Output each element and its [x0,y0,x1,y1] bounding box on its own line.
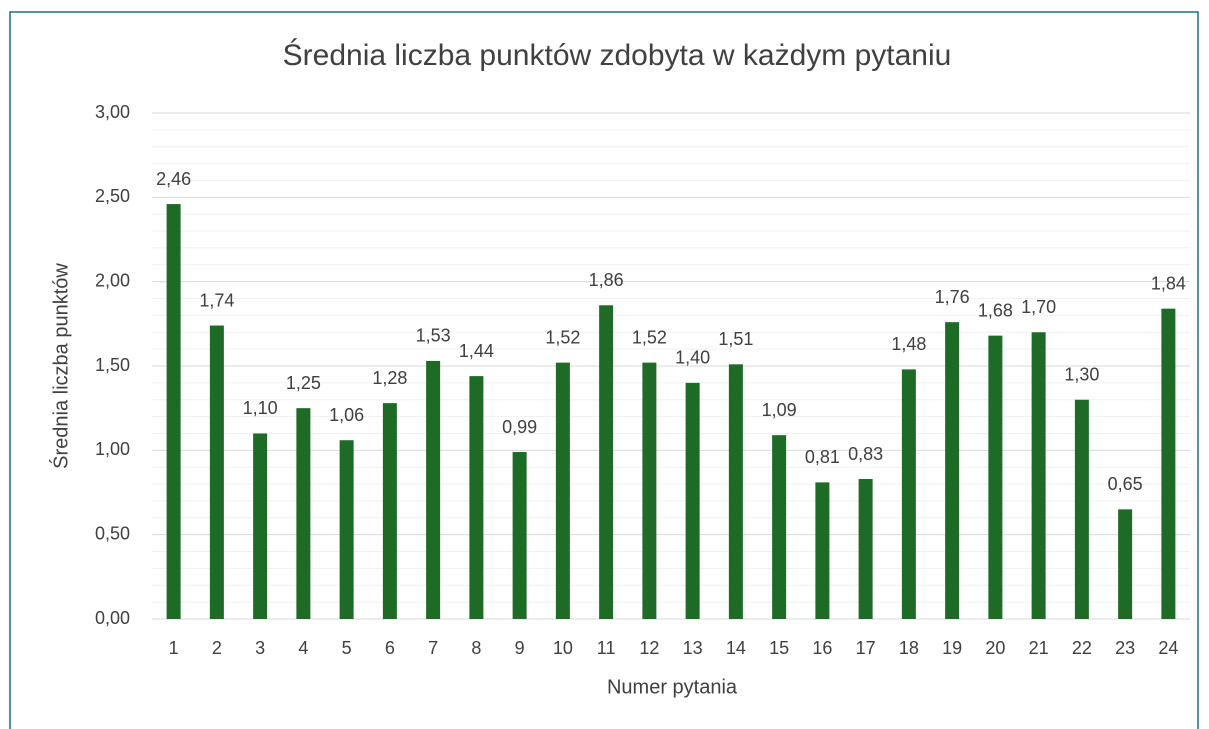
y-tick-label: 0,00 [95,608,130,628]
x-tick-label: 3 [255,638,265,658]
bar [988,335,1003,619]
data-label: 1,86 [589,270,624,290]
bar [772,435,787,619]
data-label: 1,68 [978,300,1013,320]
data-label: 1,53 [416,326,451,346]
x-tick-label: 24 [1158,638,1178,658]
x-tick-label: 17 [856,638,876,658]
bar [426,360,441,619]
y-tick-label: 1,50 [95,355,130,375]
x-tick-label: 16 [812,638,832,658]
bar [512,452,527,619]
bar [945,322,960,619]
data-label: 1,28 [372,368,407,388]
y-tick-label: 2,50 [95,186,130,206]
data-label: 1,06 [329,405,364,425]
bar [469,376,484,619]
x-tick-label: 6 [385,638,395,658]
data-label: 1,84 [1151,273,1186,293]
bar [339,440,354,619]
bar [209,325,224,619]
y-axis-title: Średnia liczba punktów [48,263,72,469]
x-tick-label: 22 [1072,638,1092,658]
x-tick-label: 12 [639,638,659,658]
x-tick-label: 13 [683,638,703,658]
x-tick-label: 2 [212,638,222,658]
data-label: 0,65 [1108,474,1143,494]
data-label: 1,30 [1064,364,1099,384]
data-label: 1,52 [545,327,580,347]
y-tick-label: 2,00 [95,270,130,290]
bar [253,433,268,619]
data-label: 1,76 [935,287,970,307]
x-tick-label: 11 [597,638,616,658]
data-label: 0,83 [848,444,883,464]
bar [1118,509,1133,619]
x-tick-label: 15 [769,638,789,658]
x-tick-label: 5 [342,638,352,658]
bar [166,204,181,619]
data-label: 1,10 [243,398,278,418]
y-tick-label: 1,00 [95,439,130,459]
data-label: 1,48 [891,334,926,354]
bar [1074,399,1089,619]
bar [815,482,830,619]
y-tick-label: 0,50 [95,523,130,543]
x-tick-label: 7 [428,638,438,658]
data-label: 1,74 [199,290,234,310]
x-axis-title: Numer pytania [607,676,738,698]
data-label: 1,70 [1021,297,1056,317]
bar [1031,332,1046,619]
x-tick-label: 10 [553,638,573,658]
x-tick-label: 23 [1115,638,1135,658]
chart-title: Średnia liczba punktów zdobyta w każdym … [283,38,952,72]
bar [728,364,743,619]
data-label: 1,40 [675,348,710,368]
data-label: 1,52 [632,327,667,347]
data-label: 0,99 [502,417,537,437]
data-label: 1,09 [762,400,797,420]
y-tick-label: 3,00 [95,102,130,122]
bar [599,305,614,619]
x-tick-label: 19 [942,638,962,658]
bar [296,408,311,619]
chart-border [9,11,1199,729]
bar [642,362,657,619]
x-tick-label: 9 [515,638,525,658]
data-label: 1,51 [718,329,753,349]
bar [555,362,570,619]
x-tick-label: 21 [1029,638,1049,658]
bar [685,382,700,619]
data-label: 2,46 [156,169,191,189]
x-tick-label: 8 [471,638,481,658]
bar [382,403,397,619]
x-tick-label: 1 [169,638,179,658]
data-label: 0,81 [805,447,840,467]
x-tick-label: 20 [985,638,1005,658]
x-tick-label: 18 [899,638,919,658]
x-tick-label: 4 [298,638,308,658]
bar [1161,308,1176,619]
bar [858,479,873,619]
bar [901,369,916,619]
x-tick-label: 14 [726,638,746,658]
data-label: 1,25 [286,373,321,393]
data-label: 1,44 [459,341,494,361]
